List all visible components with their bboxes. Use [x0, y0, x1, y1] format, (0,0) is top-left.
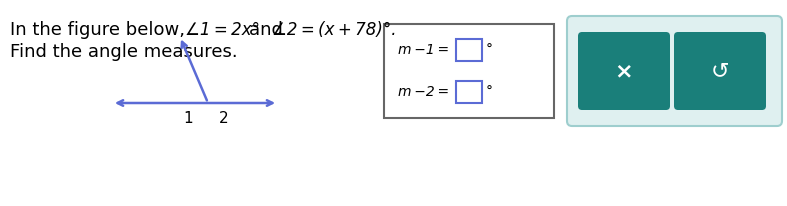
FancyBboxPatch shape: [456, 39, 482, 61]
Text: and: and: [240, 21, 292, 39]
FancyBboxPatch shape: [674, 32, 766, 110]
Text: 1: 1: [183, 111, 193, 126]
Text: 2: 2: [220, 111, 229, 126]
Text: °: °: [486, 43, 493, 57]
Text: ∠2 = (x + 78)°.: ∠2 = (x + 78)°.: [272, 21, 397, 39]
Text: In the figure below,: In the figure below,: [10, 21, 194, 39]
Text: Find the angle measures.: Find the angle measures.: [10, 43, 238, 61]
Text: °: °: [486, 85, 493, 99]
FancyBboxPatch shape: [384, 24, 554, 118]
FancyBboxPatch shape: [456, 81, 482, 103]
Text: ×: ×: [615, 61, 634, 81]
Text: ∠1 = 2x°: ∠1 = 2x°: [185, 21, 260, 39]
Text: m −1 =: m −1 =: [398, 43, 449, 57]
Text: m −2 =: m −2 =: [398, 85, 449, 99]
FancyBboxPatch shape: [567, 16, 782, 126]
FancyBboxPatch shape: [578, 32, 670, 110]
Text: ↺: ↺: [711, 61, 730, 81]
